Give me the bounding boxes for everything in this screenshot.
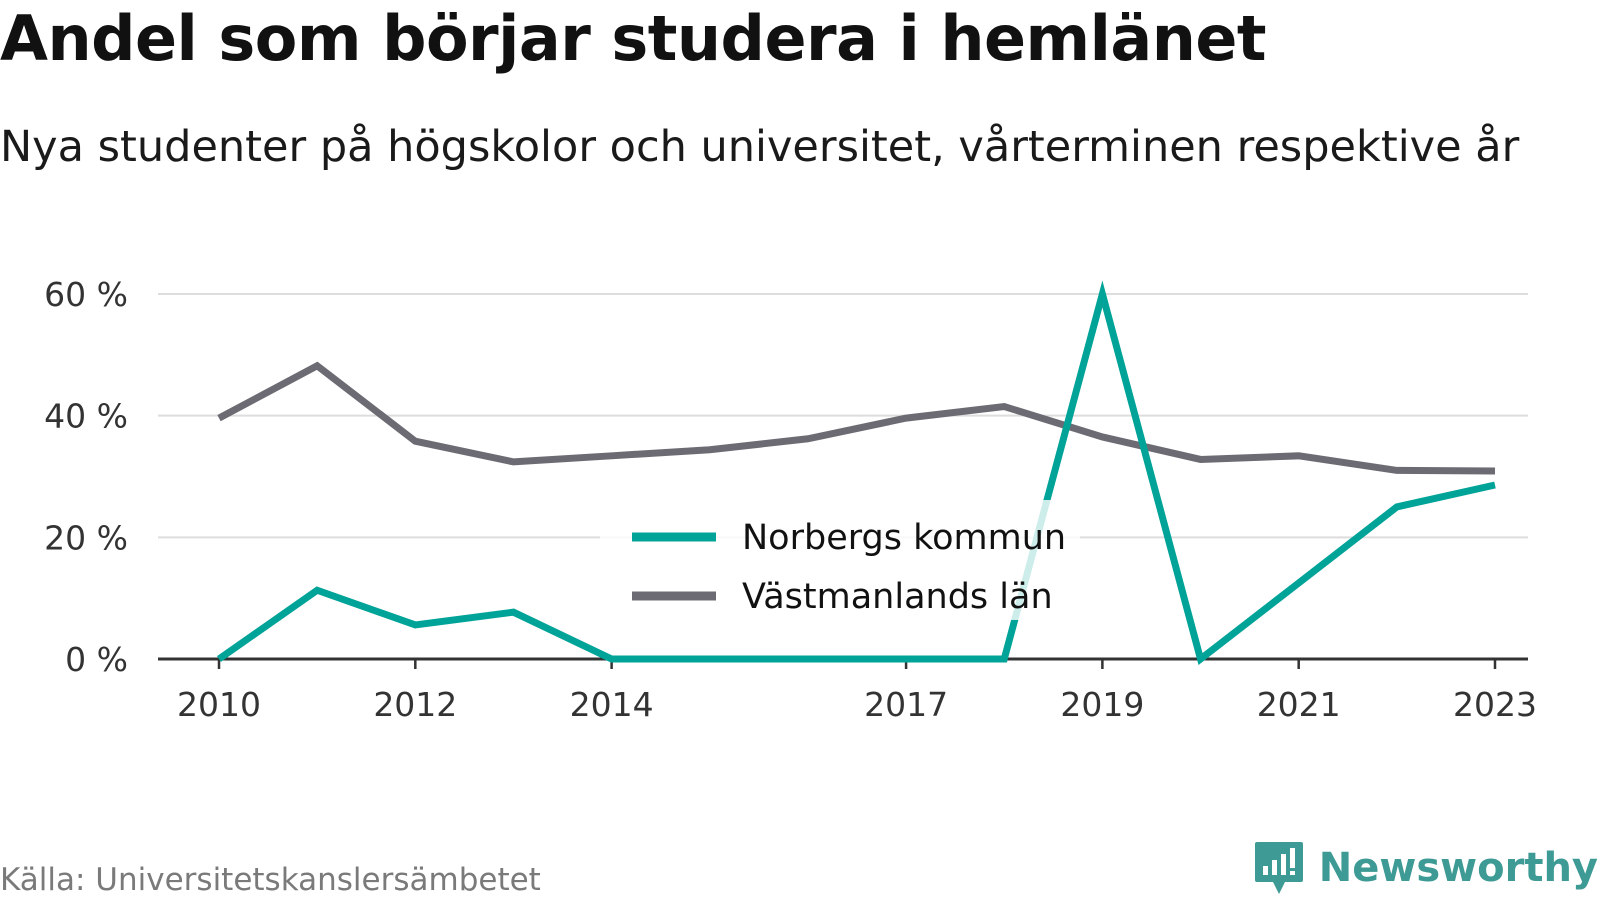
y-tick-label: 60 % [44, 275, 128, 314]
x-tick-label: 2017 [864, 685, 948, 724]
chart-title: Andel som börjar studera i hemlänet [0, 2, 1267, 75]
x-axis-ticks: 2010 2012 2014 2017 2019 2021 2023 [177, 659, 1537, 724]
brand-logo: Newsworthy [1253, 840, 1598, 896]
chart-subtitle: Nya studenter på högskolor och universit… [0, 122, 1520, 172]
legend-label: Västmanlands län [742, 577, 1053, 617]
newsworthy-logo-icon [1254, 842, 1303, 894]
legend-label: Norbergs kommun [742, 518, 1066, 558]
series-lines [216, 280, 1496, 665]
y-axis-ticks: 0 % 20 % 40 % 60 % [44, 275, 128, 679]
source-note: Källa: Universitetskanslersämbetet [0, 862, 541, 898]
y-tick-label: 0 % [65, 640, 128, 679]
y-tick-label: 20 % [44, 518, 128, 557]
x-tick-label: 2010 [177, 685, 261, 724]
brand-name: Newsworthy [1318, 845, 1598, 891]
x-tick-label: 2023 [1453, 685, 1537, 724]
y-tick-label: 40 % [44, 397, 128, 436]
x-tick-label: 2019 [1060, 685, 1144, 724]
x-tick-label: 2014 [570, 685, 654, 724]
legend: Norbergs kommun Västmanlands län [600, 500, 1080, 620]
series-line-1 [217, 361, 1496, 475]
x-tick-label: 2012 [373, 685, 457, 724]
line-chart: 0 % 20 % 40 % 60 % 2010 2012 2014 2017 2019 2021… [44, 275, 1537, 724]
x-tick-label: 2021 [1257, 685, 1341, 724]
series-line-0 [216, 280, 1496, 665]
